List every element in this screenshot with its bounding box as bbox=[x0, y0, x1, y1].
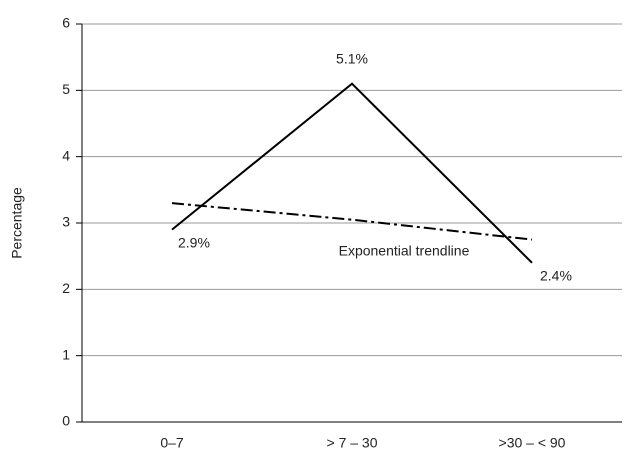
y-tick-label: 3 bbox=[62, 214, 70, 230]
value-label: 2.4% bbox=[540, 268, 572, 284]
x-tick-label: > 7 – 30 bbox=[327, 435, 378, 451]
value-label: 2.9% bbox=[178, 234, 210, 250]
y-tick-label: 2 bbox=[62, 280, 70, 296]
x-tick-label: 0–7 bbox=[160, 435, 184, 451]
y-tick-label: 5 bbox=[62, 81, 70, 97]
series-line bbox=[171, 82, 533, 264]
y-tick-label: 1 bbox=[62, 346, 70, 362]
y-tick-label: 6 bbox=[62, 15, 70, 31]
trendline-label: Exponential trendline bbox=[339, 242, 470, 258]
value-label: 5.1% bbox=[336, 50, 368, 66]
y-tick-label: 4 bbox=[62, 147, 70, 163]
x-tick-label: >30 – < 90 bbox=[499, 435, 566, 451]
y-axis-label: Percentage bbox=[9, 187, 25, 259]
y-tick-label: 0 bbox=[62, 413, 70, 429]
series-line bbox=[171, 202, 533, 241]
